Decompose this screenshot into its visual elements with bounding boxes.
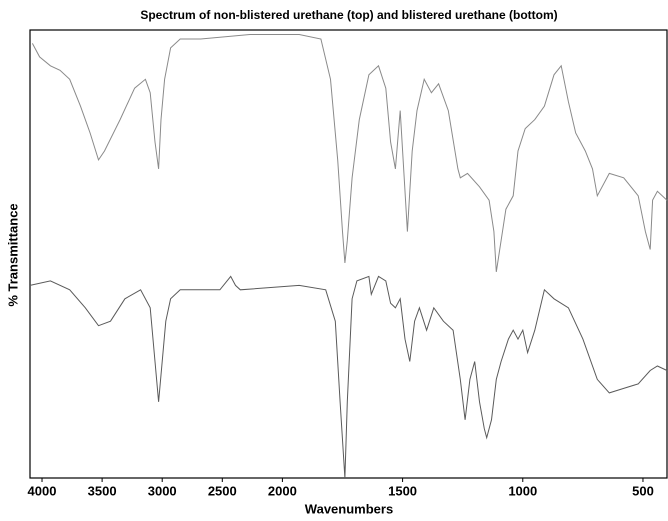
spectrum-line bbox=[29, 275, 668, 479]
x-axis-label: Wavenumbers bbox=[305, 501, 393, 516]
x-tick-label: 3500 bbox=[88, 483, 117, 498]
x-tick-label: 500 bbox=[632, 483, 654, 498]
x-tick-label: 1500 bbox=[388, 483, 417, 498]
y-axis-label: % Transmittance bbox=[5, 203, 20, 306]
x-tick-label: 4000 bbox=[28, 483, 57, 498]
x-tick-label: 3000 bbox=[148, 483, 177, 498]
x-tick-label: 2000 bbox=[268, 483, 297, 498]
plot-frame bbox=[29, 29, 668, 479]
chart-title: Spectrum of non-blistered urethane (top)… bbox=[140, 8, 557, 22]
x-tick-label: 1000 bbox=[508, 483, 537, 498]
spectrum-line bbox=[31, 34, 668, 272]
x-tick-label: 2500 bbox=[208, 483, 237, 498]
